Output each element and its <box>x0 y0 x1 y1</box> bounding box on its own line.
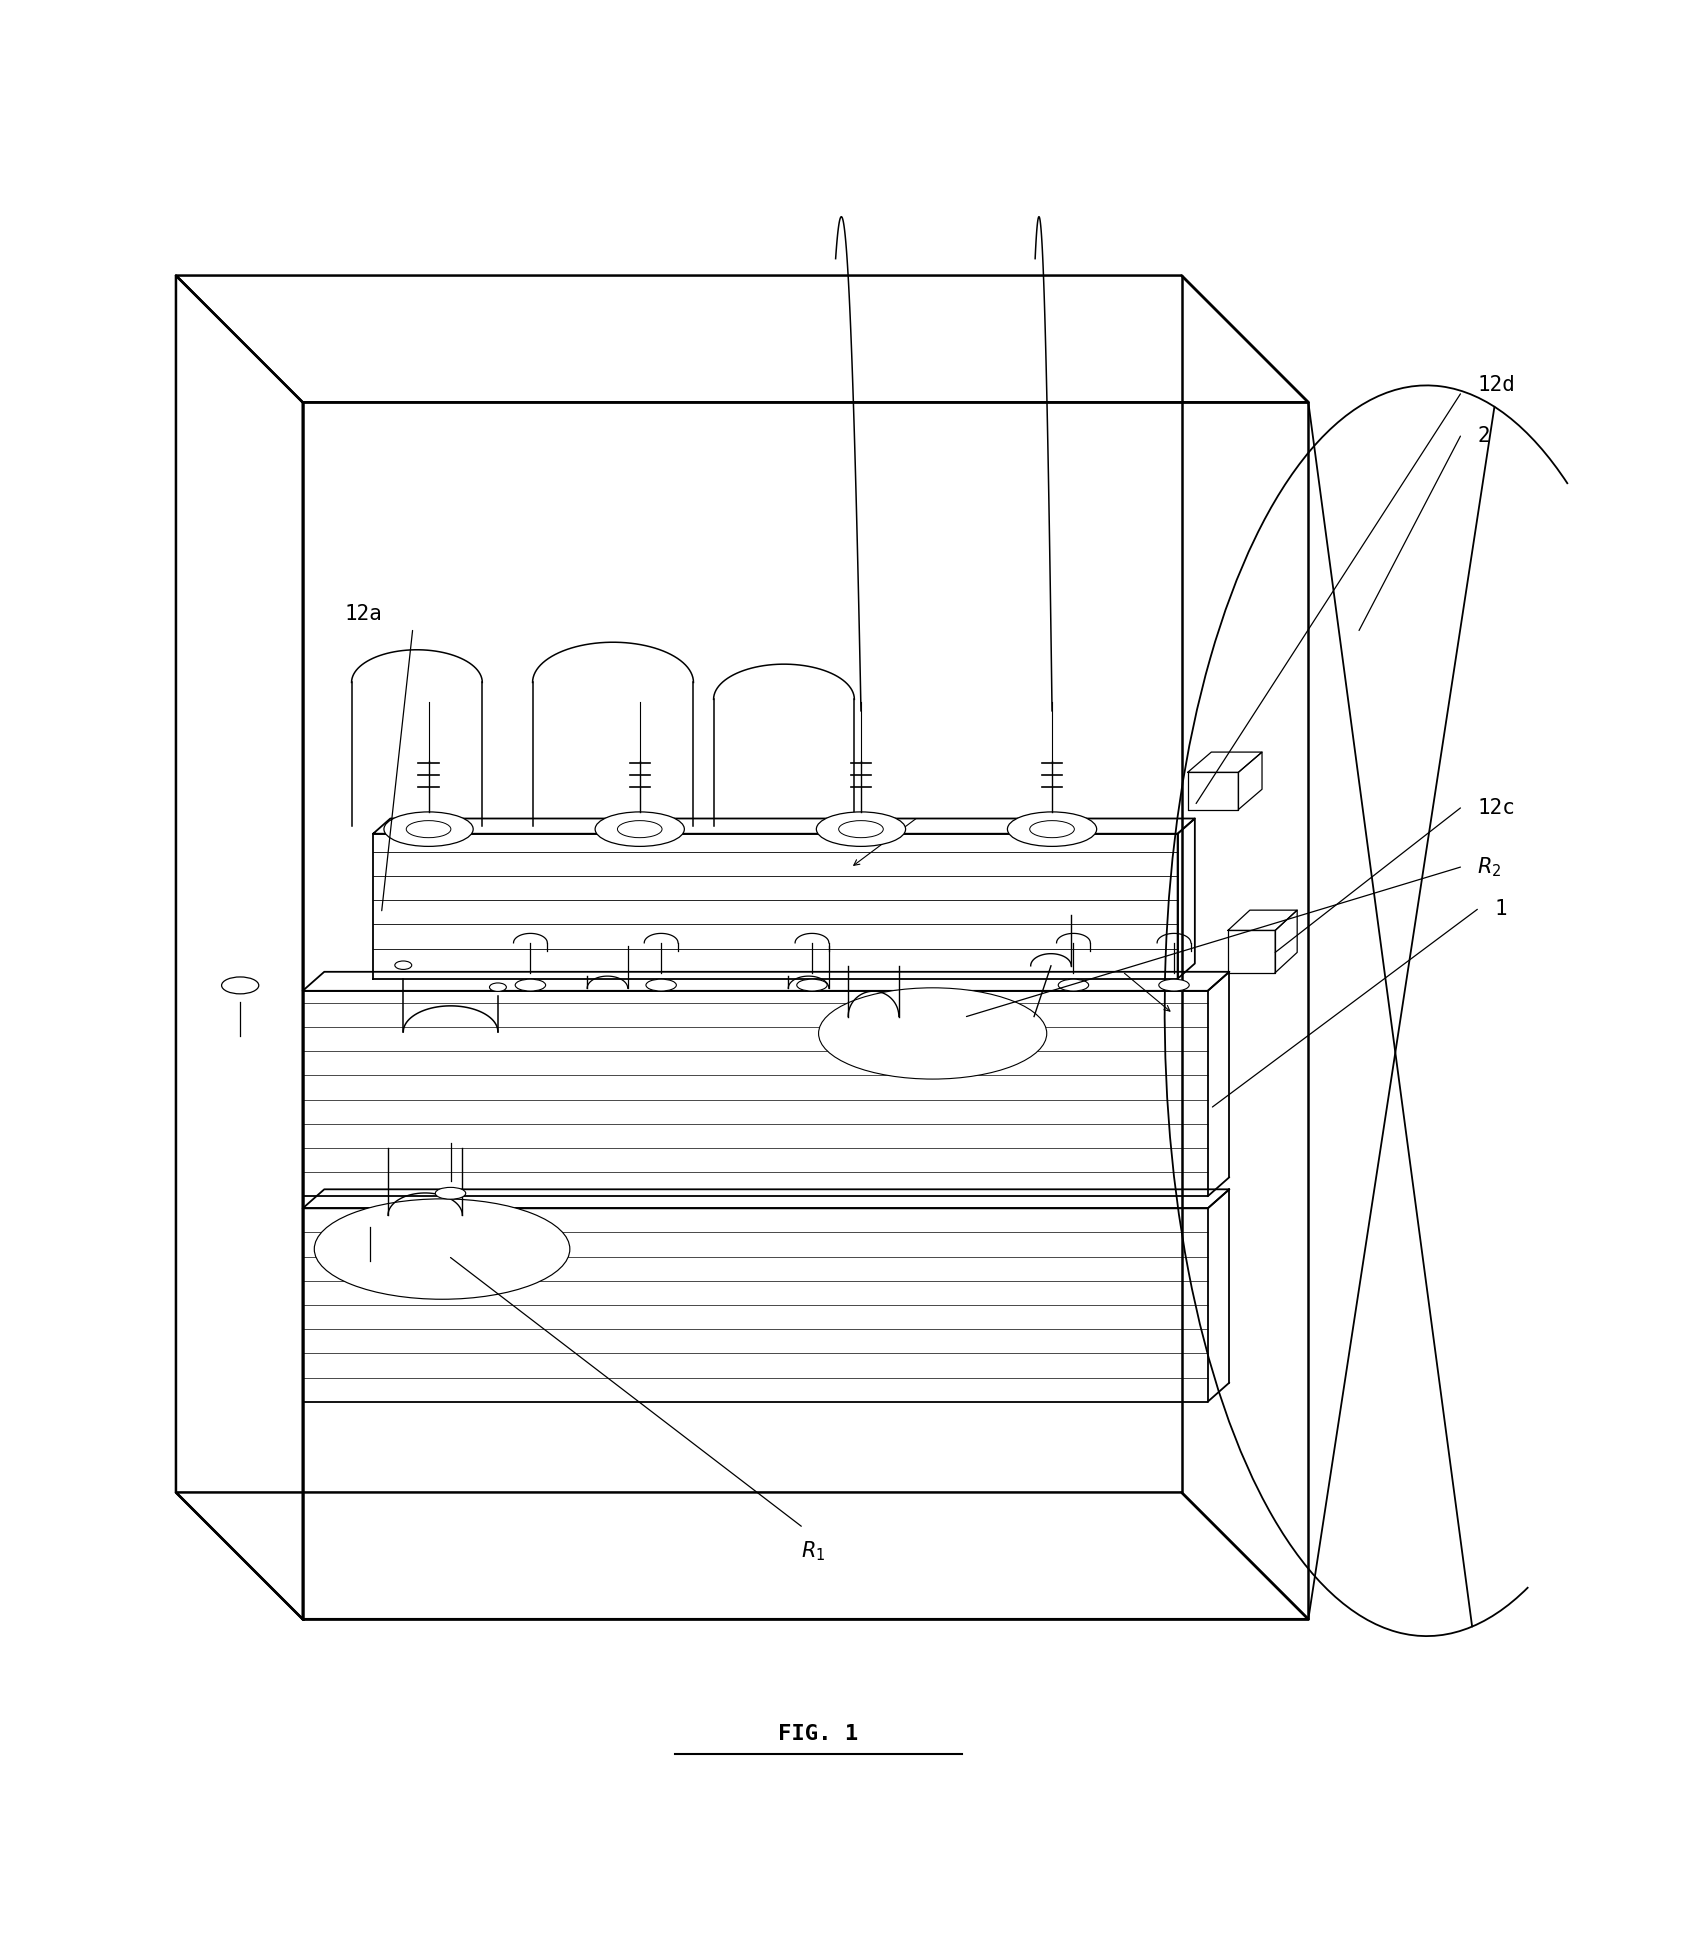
Text: 1: 1 <box>1494 899 1506 920</box>
Ellipse shape <box>1058 980 1089 992</box>
Ellipse shape <box>861 1005 1004 1061</box>
Ellipse shape <box>354 1220 385 1232</box>
Ellipse shape <box>883 1013 983 1054</box>
Ellipse shape <box>1159 980 1189 992</box>
Ellipse shape <box>371 1220 513 1276</box>
Ellipse shape <box>399 1232 484 1265</box>
Text: 12d: 12d <box>1477 376 1515 395</box>
Ellipse shape <box>515 980 545 992</box>
Ellipse shape <box>816 812 905 846</box>
Ellipse shape <box>838 821 883 837</box>
Ellipse shape <box>406 821 452 837</box>
Ellipse shape <box>435 1187 465 1199</box>
Text: $R_2$: $R_2$ <box>1477 856 1501 879</box>
Ellipse shape <box>1007 812 1097 846</box>
Ellipse shape <box>903 1021 963 1046</box>
Ellipse shape <box>818 988 1046 1079</box>
Ellipse shape <box>489 982 506 992</box>
Ellipse shape <box>383 812 474 846</box>
Ellipse shape <box>1029 821 1074 837</box>
Text: 12a: 12a <box>344 604 383 624</box>
Ellipse shape <box>314 1199 569 1300</box>
Text: 12c: 12c <box>1477 798 1515 817</box>
Ellipse shape <box>595 812 685 846</box>
Text: 2: 2 <box>1477 426 1489 446</box>
Text: $R_1$: $R_1$ <box>801 1540 826 1563</box>
Ellipse shape <box>797 980 826 992</box>
Ellipse shape <box>840 996 1026 1071</box>
Ellipse shape <box>395 961 412 968</box>
Ellipse shape <box>646 980 676 992</box>
Ellipse shape <box>343 1211 542 1288</box>
Ellipse shape <box>617 821 663 837</box>
Ellipse shape <box>222 976 259 994</box>
Text: FIG. 1: FIG. 1 <box>779 1724 859 1743</box>
